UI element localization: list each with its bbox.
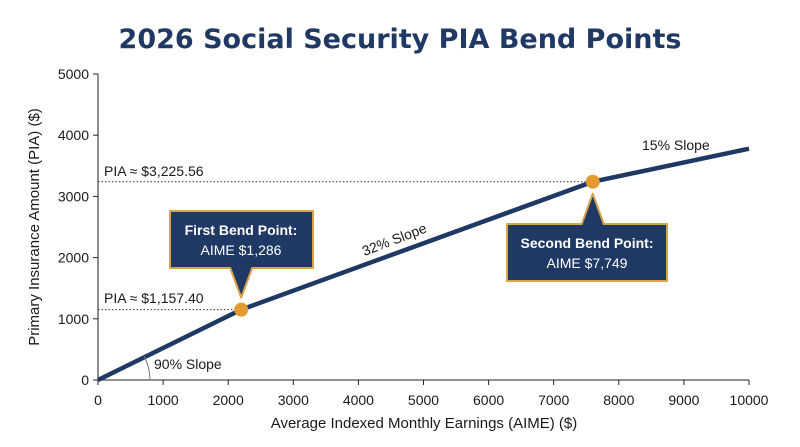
- callout-first-box: [169, 210, 314, 299]
- y-tick-label: 2000: [58, 250, 89, 266]
- y-tick-label: 0: [81, 372, 89, 388]
- x-tick-label: 6000: [473, 392, 504, 408]
- x-tick-label: 0: [94, 392, 102, 408]
- x-tick-label: 8000: [603, 392, 634, 408]
- callout-second-bend-point: Second Bend Point: AIME $7,749: [506, 192, 668, 282]
- callout-first-bend-point: First Bend Point: AIME $1,286: [169, 210, 314, 299]
- slope-label-90: 90% Slope: [154, 356, 222, 372]
- bend-points: [234, 174, 600, 317]
- pia-label-second: PIA ≈ $3,225.56: [104, 163, 204, 179]
- pia-guide-lines: [98, 181, 593, 311]
- pia-formula-line: [97, 146, 750, 383]
- x-tick-label: 1000: [148, 392, 179, 408]
- x-tick-label: 4000: [343, 392, 374, 408]
- y-axis-ticks: 0 1000 2000 3000 4000 5000: [58, 66, 98, 388]
- x-tick-label: 3000: [278, 392, 309, 408]
- bend-point-marker: [234, 302, 249, 317]
- chart-title: 2026 Social Security PIA Bend Points: [119, 24, 682, 55]
- y-tick-label: 5000: [58, 66, 89, 82]
- series-layer: [97, 146, 750, 383]
- x-tick-label: 10000: [730, 392, 769, 408]
- x-axis-label: Average Indexed Monthly Earnings (AIME) …: [271, 415, 578, 432]
- slope-angle-arc: [143, 355, 151, 381]
- callout-second-box: [506, 192, 668, 282]
- y-tick-label: 1000: [58, 311, 89, 327]
- y-tick-label: 4000: [58, 127, 89, 143]
- x-tick-label: 9000: [668, 392, 699, 408]
- x-tick-label: 5000: [408, 392, 439, 408]
- callout-first-title: First Bend Point:: [185, 222, 298, 238]
- callout-second-title: Second Bend Point:: [521, 235, 654, 251]
- callout-first-value: AIME $1,286: [201, 242, 282, 258]
- callout-second-value: AIME $7,749: [547, 255, 628, 271]
- slope-label-15: 15% Slope: [642, 137, 710, 153]
- x-tick-label: 2000: [213, 392, 244, 408]
- pia-label-first: PIA ≈ $1,157.40: [104, 290, 204, 306]
- y-axis-label: Primary Insurance Amount (PIA) ($): [26, 108, 43, 346]
- bend-point-marker: [585, 174, 600, 189]
- x-tick-label: 7000: [538, 392, 569, 408]
- y-tick-label: 3000: [58, 188, 89, 204]
- x-axis-ticks: 0 1000 2000 3000 4000 5000 6000 7000 8000 9000 100…: [94, 380, 769, 408]
